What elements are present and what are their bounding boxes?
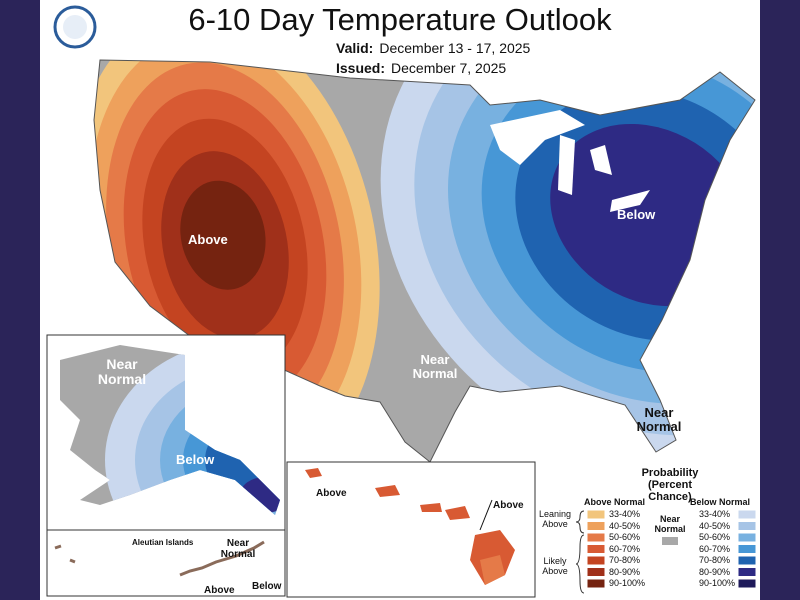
- island: [480, 555, 505, 585]
- legend-swatch: [737, 567, 757, 577]
- legend-item-label: 90-100%: [699, 578, 736, 588]
- legend-item-label: 90-100%: [609, 578, 646, 588]
- legend-swatch: [737, 578, 757, 589]
- issued-label: Issued:: [336, 60, 386, 76]
- legend-swatch: [737, 532, 757, 543]
- lake: [558, 135, 575, 195]
- pointer: [479, 499, 493, 531]
- legend-item-label: 60-70%: [699, 543, 731, 554]
- band: [180, 180, 266, 290]
- legend-item-label: 50-60%: [609, 532, 641, 542]
- lake: [490, 110, 585, 165]
- label: Near Normal: [412, 352, 458, 382]
- label: Near Normal: [636, 405, 682, 435]
- lake: [590, 145, 612, 175]
- legend-item-label: 40-50%: [699, 520, 731, 531]
- legend-item-label: 70-80%: [609, 555, 641, 565]
- lake: [610, 190, 650, 212]
- legend-swatch: [586, 521, 606, 531]
- valid-label: Valid:: [336, 40, 374, 56]
- legend-swatch: [586, 509, 606, 520]
- legend-item-label: 50-60%: [699, 532, 731, 542]
- label: Below: [176, 452, 215, 467]
- legend-heading: Above Normal: [584, 497, 646, 507]
- legend-swatch: [586, 567, 606, 577]
- legend-swatch: [586, 544, 606, 554]
- label: Below: [617, 207, 656, 222]
- aleutian-box: [46, 529, 286, 597]
- label: Near Normal: [97, 356, 147, 388]
- legend-swatch: [586, 555, 606, 566]
- label: Near Normal: [220, 538, 256, 560]
- legend-item-label: 70-80%: [699, 555, 731, 565]
- legend-item-label: 33-40%: [699, 509, 731, 519]
- seal-inner: [63, 15, 87, 39]
- issued-value: December 7, 2025: [391, 60, 507, 76]
- issued: Issued: December 7, 2025: [336, 60, 506, 76]
- legend-brace: [575, 510, 585, 534]
- legend-item-label: 80-90%: [609, 566, 641, 577]
- label: Above: [188, 232, 228, 247]
- legend-near: Near Normal: [654, 514, 686, 534]
- label: Aleutian Islands: [132, 538, 194, 547]
- legend-group: Likely Above: [542, 556, 568, 576]
- legend-item-label: 33-40%: [609, 509, 641, 519]
- legend-swatch: [737, 509, 757, 520]
- legend-item-label: 80-90%: [699, 566, 731, 577]
- aleutian-islands: [54, 540, 265, 577]
- label: Above: [493, 500, 524, 511]
- legend-swatch: [586, 578, 606, 589]
- legend-item-label: 60-70%: [609, 543, 641, 554]
- legend-swatch: [662, 537, 678, 545]
- legend-swatch: [737, 555, 757, 566]
- label: Below: [252, 581, 282, 592]
- label: Above: [204, 585, 235, 596]
- label: Above: [316, 488, 347, 499]
- island: [375, 485, 400, 497]
- island: [305, 468, 322, 478]
- legend-heading: Below Normal: [690, 497, 751, 507]
- legend-swatch: [737, 544, 757, 554]
- legend-title: Probability (Percent Chance): [641, 467, 699, 503]
- island: [420, 503, 442, 512]
- valid: Valid: December 13 - 17, 2025: [336, 40, 530, 56]
- legend-swatch: [737, 521, 757, 531]
- legend-brace: [575, 534, 585, 594]
- legend-item-label: 40-50%: [609, 520, 641, 531]
- valid-value: December 13 - 17, 2025: [379, 40, 531, 56]
- legend-group: Leaning Above: [538, 509, 572, 529]
- legend-swatch: [586, 532, 606, 543]
- island: [445, 506, 470, 520]
- title: 6-10 Day Temperature Outlook: [188, 2, 612, 37]
